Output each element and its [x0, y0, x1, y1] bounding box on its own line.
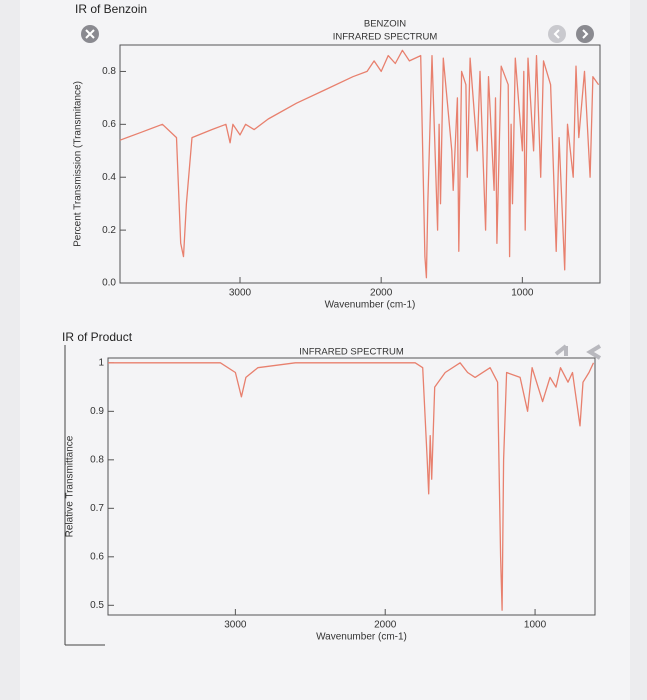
chart-title: BENZOIN	[364, 19, 406, 30]
plot-frame	[107, 357, 596, 616]
nav-prev[interactable]	[548, 25, 566, 43]
heading: IR of Product	[62, 330, 133, 344]
y-axis-label: Percent Transmission (Transmitance)	[73, 81, 84, 247]
heading: IR of Benzoin	[75, 2, 147, 16]
y-tick-label: 0.4	[102, 172, 116, 183]
chart-title: INFRARED SPECTRUM	[299, 347, 404, 358]
y-tick-label: 0.2	[102, 225, 116, 236]
plot-frame	[119, 44, 601, 284]
y-tick-label: 0.6	[90, 551, 104, 562]
y-tick-label: 0.5	[90, 600, 104, 611]
y-tick-label: 0.0	[102, 278, 116, 289]
x-tick-label: 1000	[511, 288, 534, 299]
y-tick-label: 0.8	[90, 454, 104, 465]
y-tick-label: 0.9	[90, 406, 104, 417]
spectrum-line	[108, 362, 595, 611]
x-tick-label: 1000	[524, 620, 547, 631]
x-tick-label: 3000	[229, 288, 252, 299]
x-axis-label: Wavenumber (cm-1)	[325, 300, 416, 311]
nav-icon[interactable]	[586, 344, 602, 360]
chart-subtitle: INFRARED SPECTRUM	[333, 32, 438, 43]
x-tick-label: 2000	[374, 620, 397, 631]
nav-icon[interactable]	[554, 344, 568, 356]
sheet	[20, 0, 630, 700]
x-axis-label: Wavenumber (cm-1)	[316, 632, 407, 643]
close-button[interactable]	[81, 25, 99, 43]
nav-next[interactable]	[576, 25, 594, 43]
spectrum-line	[119, 49, 600, 279]
y-tick-label: 1	[98, 357, 104, 368]
x-tick-label: 2000	[370, 288, 393, 299]
y-tick-label: 0.8	[102, 66, 116, 77]
y-tick-label: 0.7	[90, 503, 104, 514]
x-tick-label: 3000	[224, 620, 247, 631]
y-axis-label: Relative Transmittance	[65, 435, 76, 537]
y-tick-label: 0.6	[102, 119, 116, 130]
